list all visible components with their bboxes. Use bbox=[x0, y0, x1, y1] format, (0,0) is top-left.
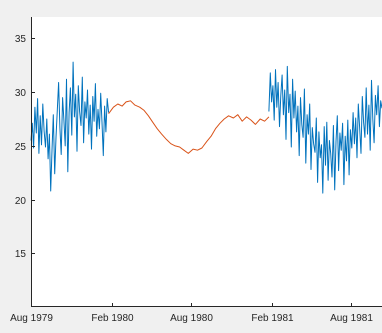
axes-background bbox=[31, 17, 382, 307]
series-layer bbox=[30, 61, 382, 194]
x-axis-ticks: Aug 1979 Feb 1980 Aug 1980 Feb 1981 Aug 1981 bbox=[10, 303, 373, 324]
x-tick-label: Aug 1981 bbox=[330, 313, 373, 324]
y-tick-label: 20 bbox=[15, 196, 27, 207]
y-tick-label: 25 bbox=[15, 142, 27, 153]
x-tick-label: Feb 1981 bbox=[251, 313, 294, 324]
x-tick-label: Aug 1979 bbox=[10, 313, 53, 324]
x-tick-label: Feb 1980 bbox=[91, 313, 134, 324]
y-tick-label: 30 bbox=[15, 88, 27, 99]
series-line-1 bbox=[30, 61, 110, 192]
series-line-3 bbox=[268, 65, 382, 194]
series-line-2 bbox=[108, 100, 270, 154]
y-tick-label: 15 bbox=[15, 249, 27, 260]
y-tick-label: 35 bbox=[15, 34, 27, 45]
x-tick-label: Aug 1980 bbox=[170, 313, 213, 324]
y-axis-ticks: 15 20 25 30 35 bbox=[15, 34, 35, 260]
